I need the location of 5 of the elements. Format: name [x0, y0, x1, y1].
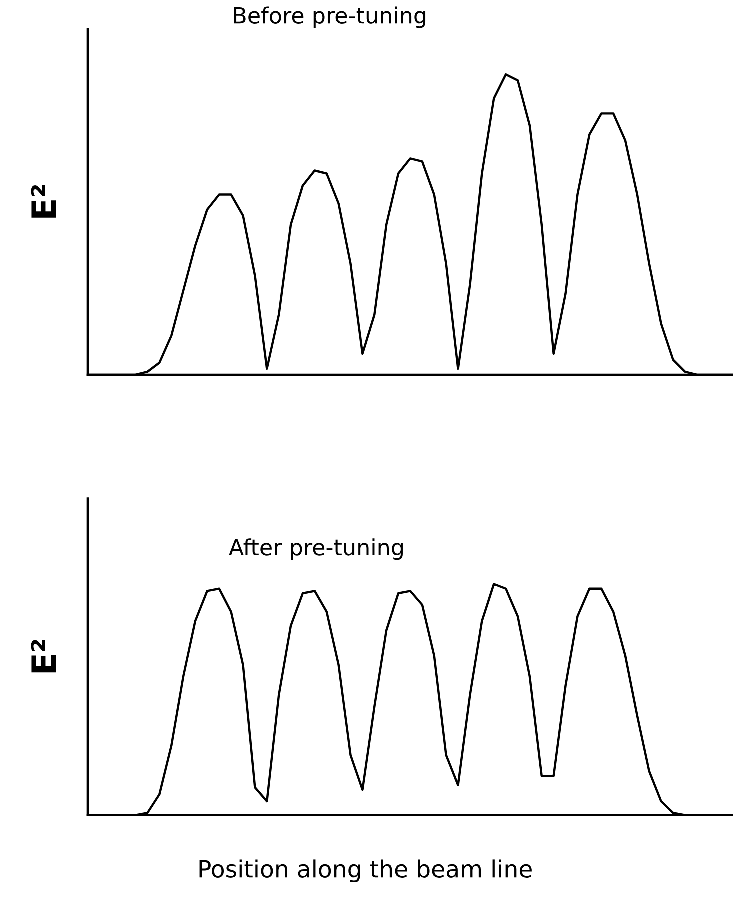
y-axis-title: E²: [31, 640, 56, 673]
x-axis-title: Position along the beam line: [200, 860, 532, 883]
y-axis-title: E²: [31, 185, 56, 218]
chart-title: After pre-tuning: [229, 538, 403, 560]
chart-title: Before pre-tuning: [234, 6, 426, 28]
